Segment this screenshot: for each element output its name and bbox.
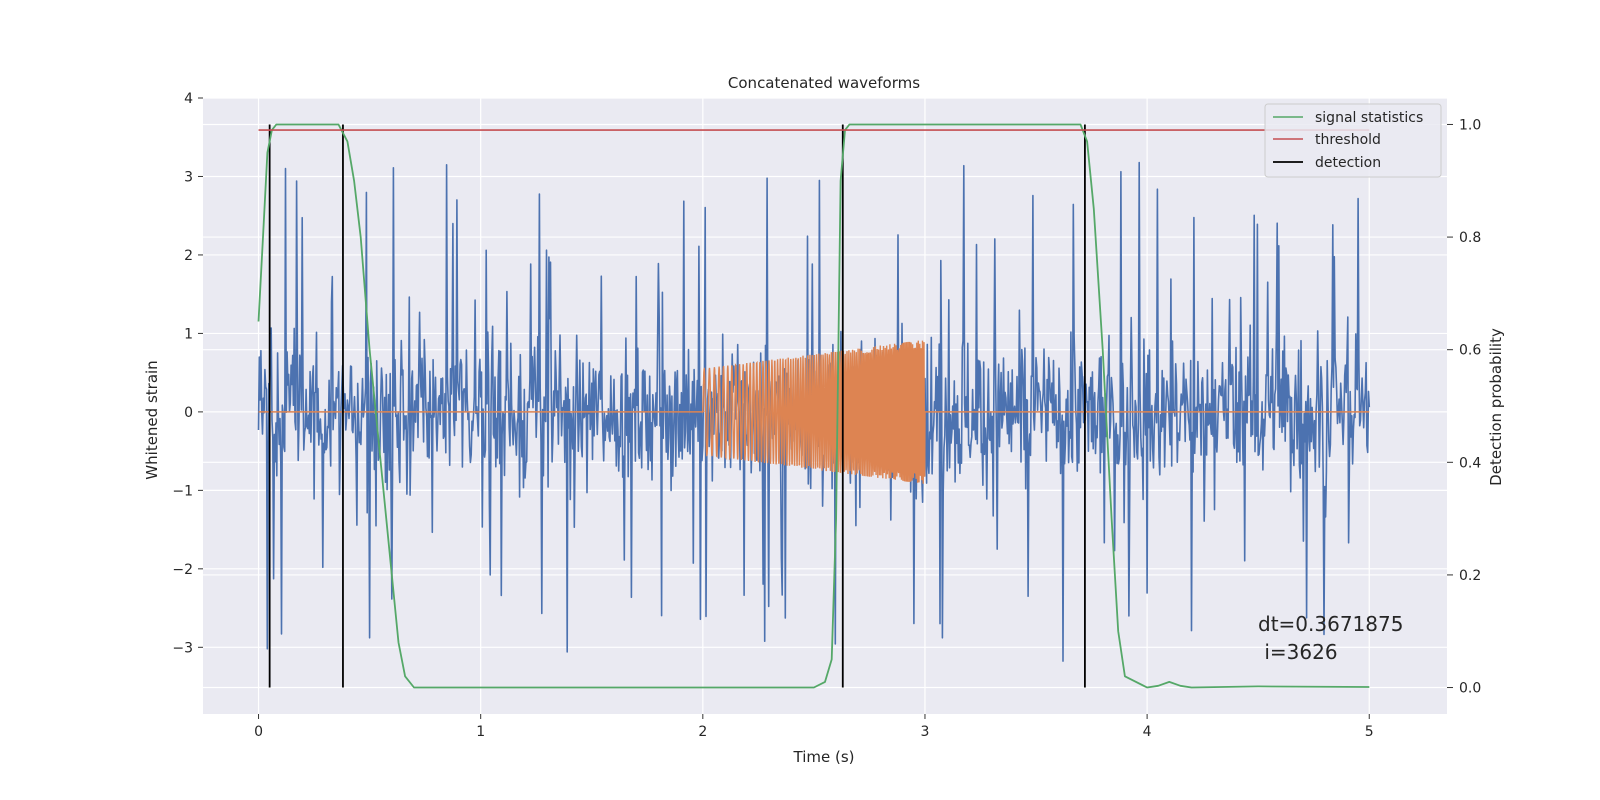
y-tick-label: 0 xyxy=(184,405,193,421)
injection-line xyxy=(258,340,1370,484)
signal-statistics-line xyxy=(257,123,1370,689)
y-tick-label: −3 xyxy=(172,640,193,656)
y2-tick-label: 1.0 xyxy=(1459,117,1481,133)
x-tick-label: 0 xyxy=(254,724,263,740)
y2-tick-label: 0.0 xyxy=(1459,681,1481,697)
legend-label-threshold: threshold xyxy=(1315,132,1381,148)
signal-statistics-layer xyxy=(257,123,1370,689)
detection-lines xyxy=(268,124,1086,688)
legend: signal statistics threshold detection xyxy=(1264,103,1442,178)
y-tick-label: 3 xyxy=(184,169,193,185)
y2-tick-label: 0.8 xyxy=(1459,230,1481,246)
x-tick-label: 1 xyxy=(476,724,485,740)
injection-waveform xyxy=(258,340,1370,484)
chart-title: Concatenated waveforms xyxy=(728,74,920,92)
y-tick-label: −2 xyxy=(172,562,193,578)
y-axis-label: Whitened strain xyxy=(143,360,161,479)
y2-tick-label: 0.4 xyxy=(1459,455,1481,471)
y2-axis-label: Detection probability xyxy=(1487,328,1505,486)
y2-tick-label: 0.6 xyxy=(1459,343,1481,359)
x-tick-label: 5 xyxy=(1365,724,1374,740)
legend-label-detection: detection xyxy=(1315,155,1381,171)
x-tick-label: 4 xyxy=(1143,724,1152,740)
annotation-i: i=3626 xyxy=(1258,640,1338,664)
x-tick-label: 2 xyxy=(698,724,707,740)
y-tick-label: 1 xyxy=(184,326,193,342)
y-tick-label: 4 xyxy=(184,91,193,107)
x-axis-label: Time (s) xyxy=(793,748,855,766)
annotation-dt: dt=0.3671875 xyxy=(1258,612,1403,636)
annotation: dt=0.3671875 i=3626 xyxy=(1258,612,1403,664)
y-tick-label: −1 xyxy=(172,483,193,499)
legend-label-signal-statistics: signal statistics xyxy=(1315,110,1423,126)
y-tick-label: 2 xyxy=(184,248,193,264)
axes: 0 1 2 3 4 5 −3 −2 −1 0 1 2 3 4 0.0 0.2 0.4 0.6 0.8 1.0 xyxy=(172,91,1481,740)
y2-tick-label: 0.2 xyxy=(1459,568,1481,584)
x-tick-label: 3 xyxy=(921,724,930,740)
legend-frame xyxy=(1264,103,1442,178)
